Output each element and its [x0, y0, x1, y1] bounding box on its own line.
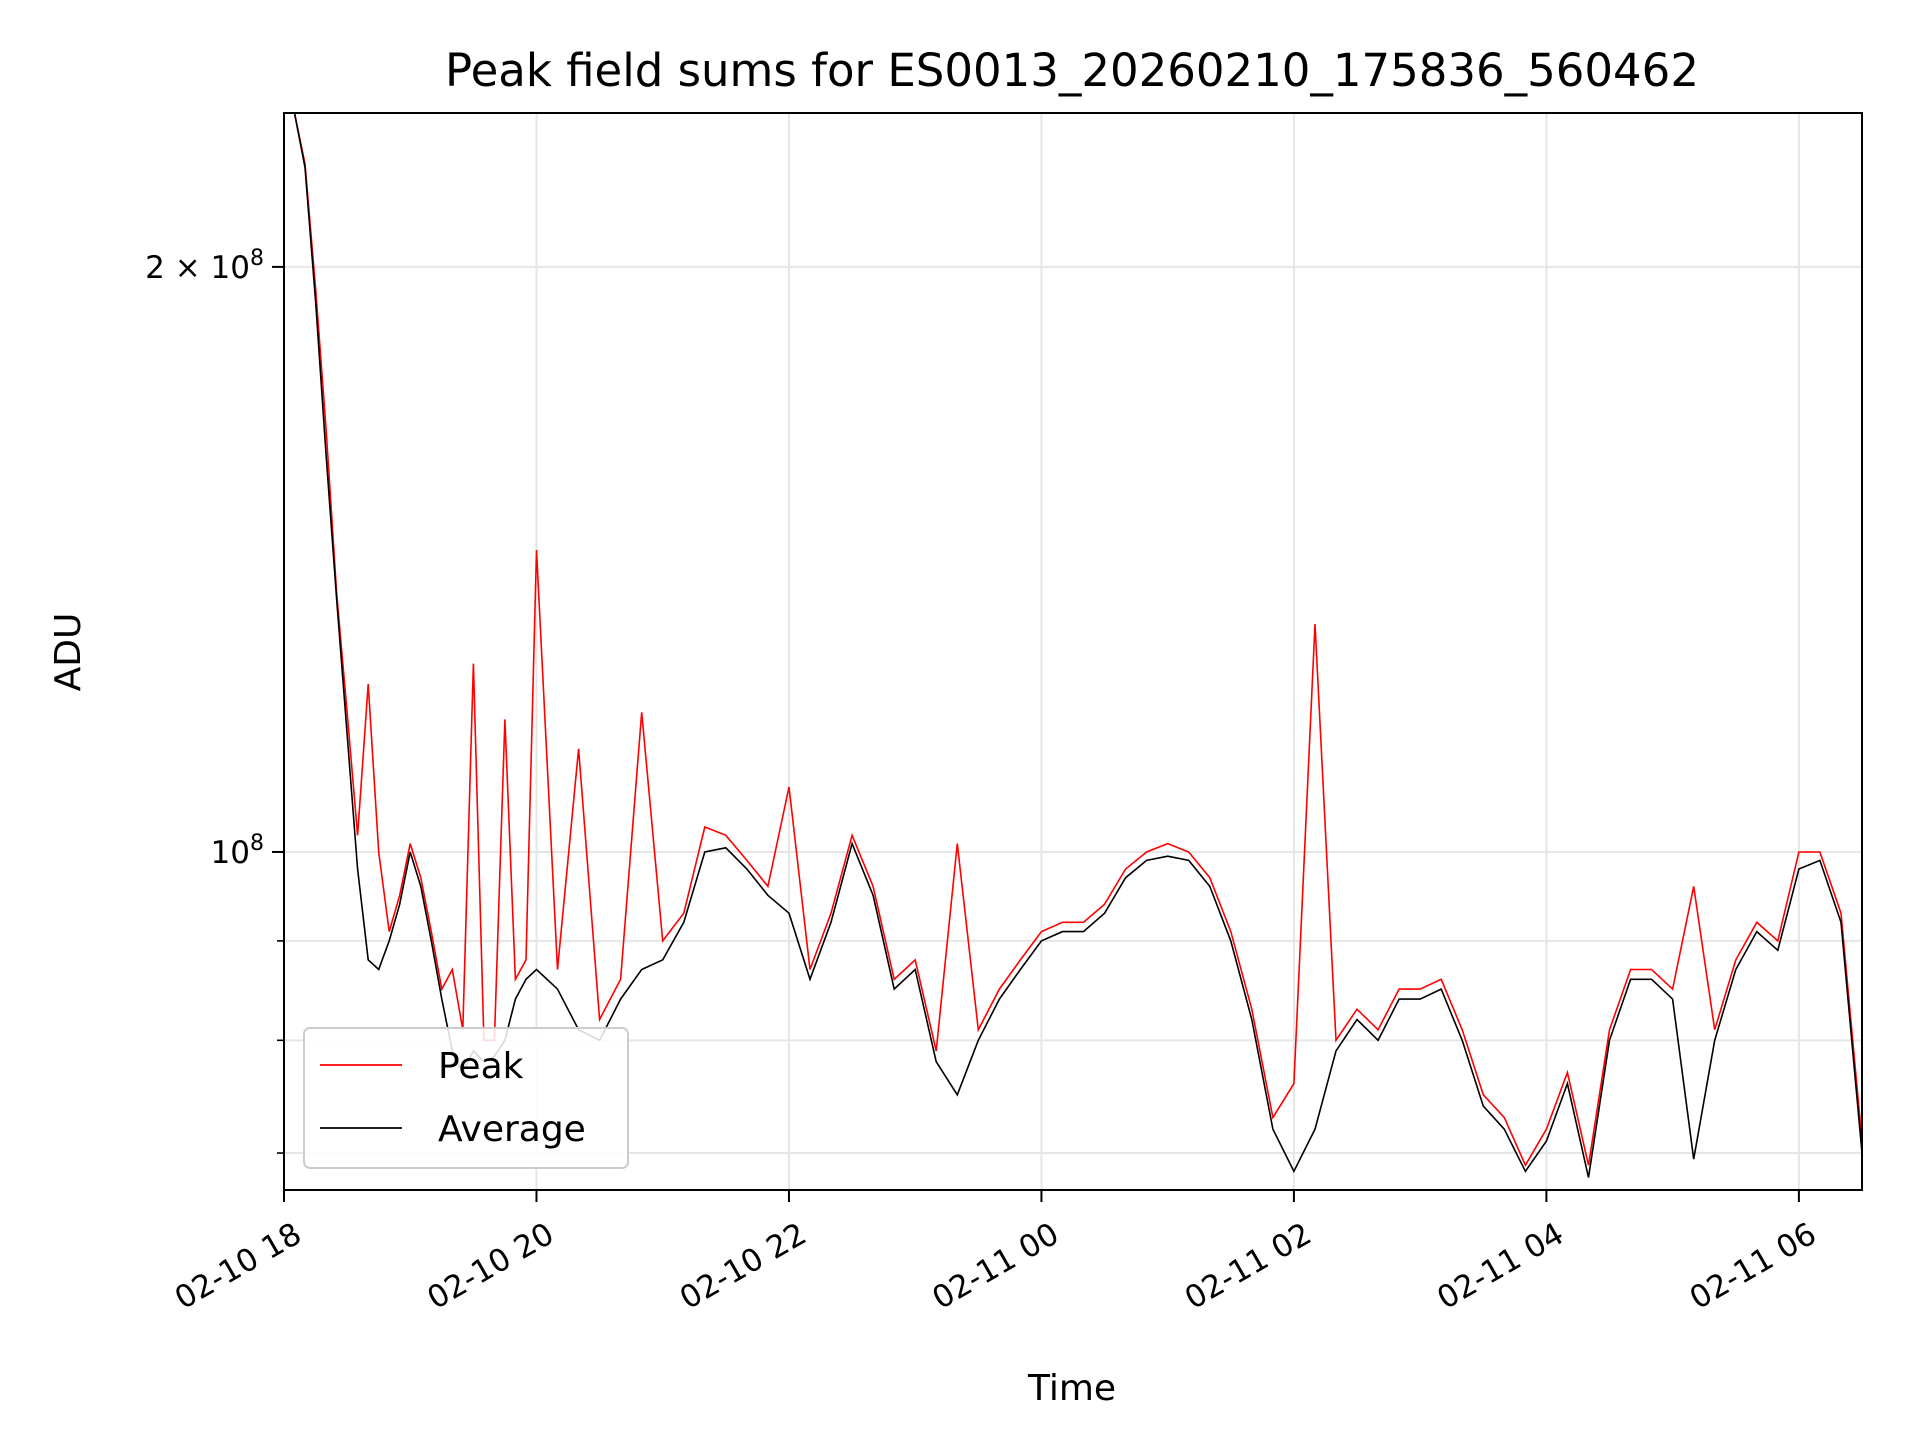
plot-frame — [283, 112, 1863, 1191]
chart-title: Peak field sums for ES0013_20260210_1758… — [445, 44, 1699, 97]
series-layer — [284, 113, 1862, 1178]
series-line-peak — [284, 113, 1862, 1167]
legend: Peak Average — [303, 1027, 629, 1169]
y-tick-label: 2 × 108 — [145, 246, 264, 286]
series-line-average — [284, 113, 1862, 1178]
y-tick-label: 108 — [211, 831, 264, 871]
x-axis-label: Time — [1027, 1368, 1116, 1409]
y-axis-label: ADU — [48, 613, 89, 692]
legend-label-peak: Peak — [438, 1046, 524, 1087]
grid — [283, 113, 1862, 1190]
legend-label-average: Average — [438, 1109, 586, 1150]
legend-box — [303, 1027, 629, 1169]
